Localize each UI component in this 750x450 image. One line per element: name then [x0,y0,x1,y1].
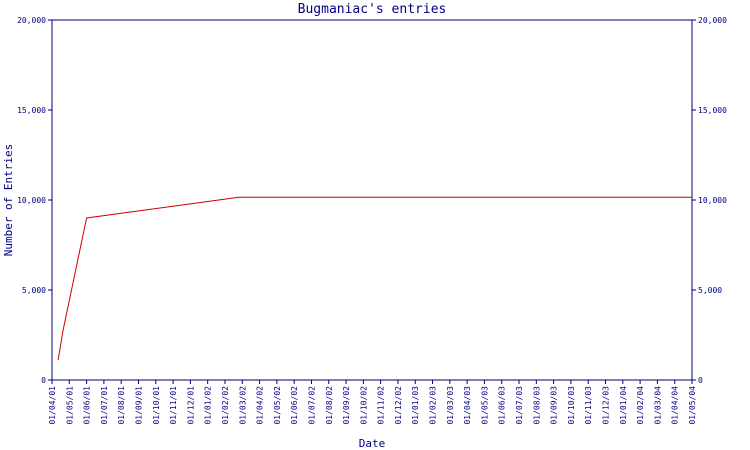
x-tick-label: 01/06/02 [290,386,299,425]
x-tick-label: 01/10/03 [567,386,576,425]
y-tick-label-right: 0 [698,376,703,385]
x-tick-label: 01/11/02 [377,386,386,425]
y-tick-label-right: 10,000 [698,196,727,205]
x-tick-label: 01/11/01 [169,386,178,425]
x-tick-label: 01/07/03 [515,386,524,425]
x-tick-label: 01/03/03 [446,386,455,425]
x-tick-label: 01/11/03 [584,386,593,425]
x-tick-label: 01/04/02 [256,386,265,425]
x-tick-label: 01/01/03 [411,386,420,425]
x-tick-label: 01/01/04 [619,386,628,425]
x-tick-label: 01/04/03 [463,386,472,425]
x-tick-label: 01/12/01 [186,386,195,425]
x-tick-label: 01/02/03 [429,386,438,425]
x-tick-label: 01/08/03 [532,386,541,425]
y-tick-label-left: 15,000 [17,106,46,115]
x-tick-label: 01/02/04 [636,386,645,425]
y-axis-ticks: 0 0 5,000 5,000 10,000 10,000 15,000 15,000 20,0… [17,16,727,385]
x-tick-label: 01/07/01 [100,386,109,425]
x-tick-label: 01/08/01 [117,386,126,425]
x-tick-label: 01/09/01 [134,386,143,425]
series-group [57,196,692,361]
x-tick-label: 01/07/02 [307,386,316,425]
x-axis-title: Date [359,437,386,450]
y-tick-label-right: 20,000 [698,16,727,25]
y-tick-label-left: 0 [41,376,46,385]
x-tick-label: 01/10/01 [152,386,161,425]
x-tick-label: 01/06/01 [83,386,92,425]
x-tick-label: 01/03/04 [653,386,662,425]
x-tick-label: 01/05/01 [65,386,74,425]
x-tick-label: 01/09/02 [342,386,351,425]
x-tick-label: 01/05/02 [273,386,282,425]
y-tick-label-left: 20,000 [17,16,46,25]
x-tick-label: 01/04/04 [671,386,680,425]
y-axis-title: Number of Entries [2,144,15,257]
x-tick-label: 01/09/03 [550,386,559,425]
x-tick-label: 01/02/02 [221,386,230,425]
x-tick-label: 01/04/01 [48,386,57,425]
x-tick-label: 01/01/02 [204,386,213,425]
x-tick-label: 01/06/03 [498,386,507,425]
x-tick-label: 01/12/02 [394,386,403,425]
x-axis-ticks: 01/04/01 01/05/01 01/06/01 01/07/01 01/08/01… [48,380,697,425]
series-line [57,196,692,361]
y-tick-label-right: 5,000 [698,286,722,295]
plot-frame [51,19,693,381]
x-tick-label: 01/10/02 [359,386,368,425]
y-tick-label-left: 5,000 [22,286,46,295]
x-tick-label: 01/08/02 [325,386,334,425]
y-tick-label-left: 10,000 [17,196,46,205]
x-tick-label: 01/12/03 [602,386,611,425]
x-tick-label: 01/05/03 [480,386,489,425]
x-tick-label: 01/05/04 [688,386,697,425]
axes [51,19,693,381]
y-tick-label-right: 15,000 [698,106,727,115]
x-tick-label: 01/03/02 [238,386,247,425]
chart-title: Bugmaniac's entries [298,2,447,17]
